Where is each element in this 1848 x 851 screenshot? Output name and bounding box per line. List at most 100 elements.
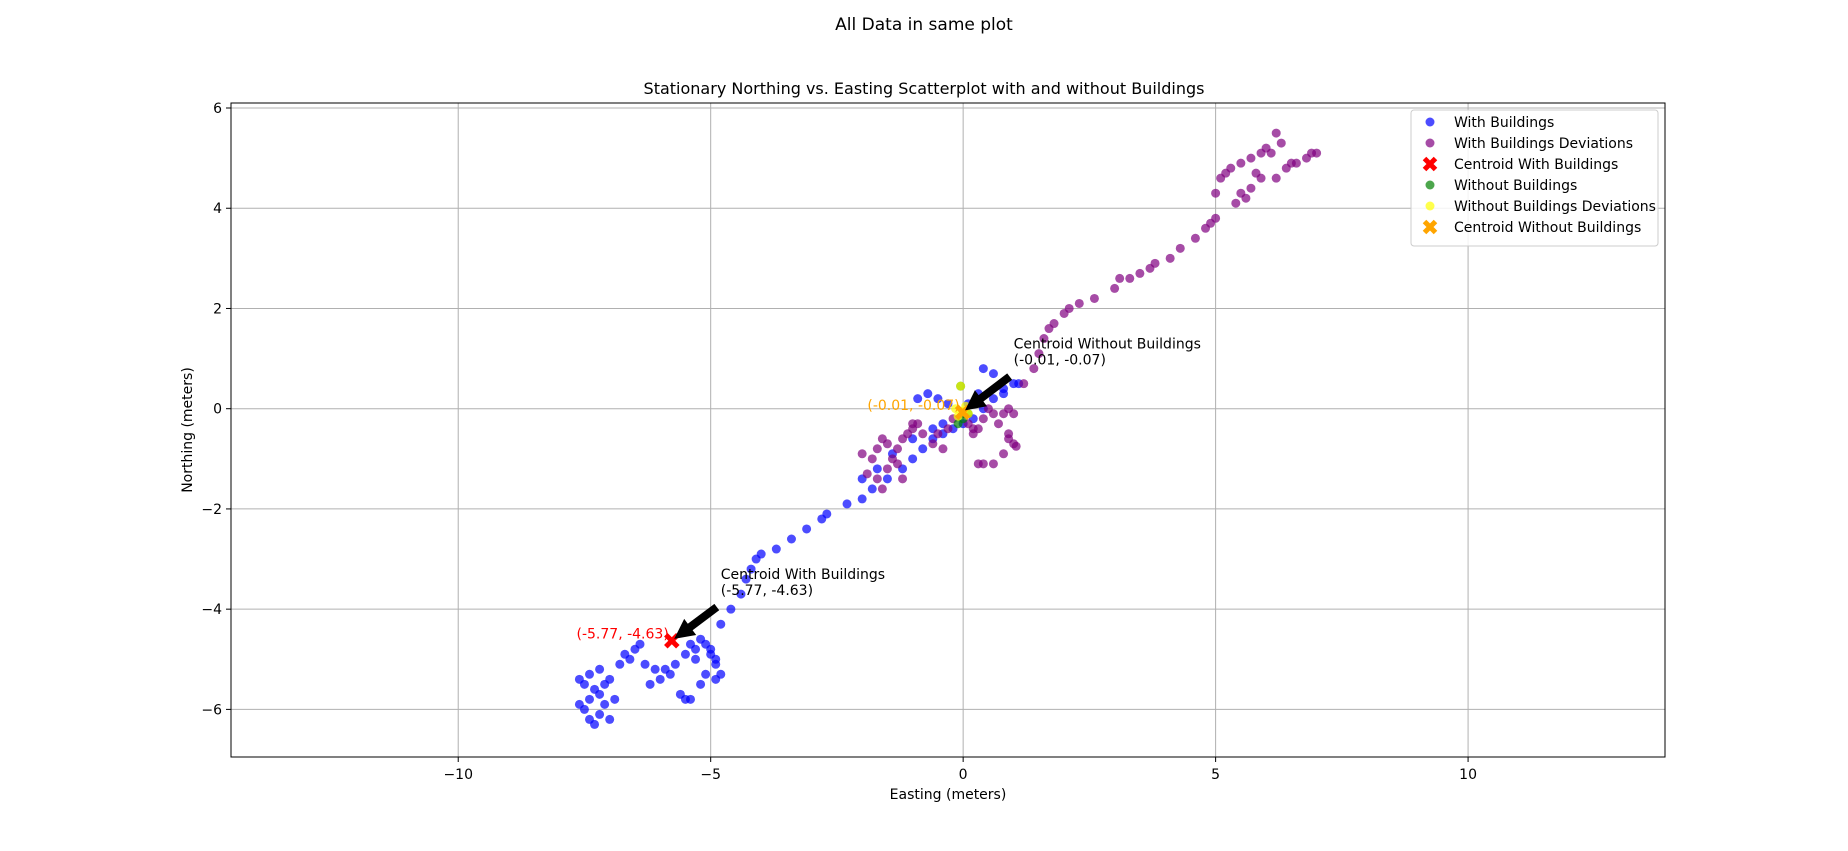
data-point — [877, 484, 887, 494]
data-point — [711, 654, 721, 664]
data-point — [913, 394, 923, 404]
y-tick-label: −2 — [201, 502, 222, 518]
x-tick-label: 5 — [1211, 767, 1220, 783]
data-point — [1246, 153, 1256, 163]
data-point — [867, 484, 877, 494]
data-point — [988, 459, 998, 469]
data-point — [893, 459, 903, 469]
data-point — [691, 644, 701, 654]
data-point — [993, 419, 1003, 429]
data-point — [1231, 198, 1241, 208]
legend-label: Without Buildings Deviations — [1454, 199, 1656, 215]
data-point — [1110, 283, 1120, 293]
data-point — [665, 669, 675, 679]
figure-suptitle: All Data in same plot — [835, 15, 1013, 35]
data-point — [1135, 268, 1145, 278]
data-point — [1019, 379, 1029, 389]
data-point — [1175, 243, 1185, 253]
annotation-title: Centroid Without Buildings — [1014, 337, 1201, 353]
annotations: (-5.77, -4.63)Centroid With Buildings(-5… — [577, 337, 1201, 649]
legend-box — [1410, 109, 1659, 247]
chart-title: Stationary Northing vs. Easting Scatterp… — [644, 79, 1205, 98]
data-point — [882, 464, 892, 474]
data-point — [968, 424, 978, 434]
data-point — [585, 669, 594, 679]
data-point — [680, 649, 690, 659]
data-point — [956, 381, 966, 391]
data-point — [1125, 273, 1135, 283]
legend-entry: Without Buildings Deviations — [1425, 199, 1656, 215]
data-point — [726, 604, 736, 614]
legend-label: With Buildings — [1454, 115, 1554, 131]
data-point — [1029, 364, 1039, 374]
data-point — [1089, 293, 1099, 303]
data-point — [595, 664, 605, 674]
y-tick-label: 0 — [213, 402, 222, 418]
x-axis-label: Easting (meters) — [890, 787, 1007, 803]
data-point — [579, 704, 589, 714]
data-point — [736, 589, 746, 599]
data-point — [701, 669, 711, 679]
data-point — [1039, 334, 1049, 344]
data-point — [1271, 128, 1281, 138]
x-tick-label: 10 — [1459, 767, 1477, 783]
legend-entry: With Buildings — [1425, 115, 1554, 131]
x-tick-label: 0 — [959, 767, 968, 783]
y-tick-label: 4 — [213, 201, 222, 217]
data-point — [1256, 173, 1266, 183]
data-point — [595, 689, 605, 699]
data-point — [943, 399, 953, 409]
data-point — [1074, 298, 1084, 308]
data-point — [645, 679, 655, 689]
data-point — [1190, 233, 1200, 243]
axis-ticks: −10 −5 0 5 10 −6 −4 −2 0 2 4 6 — [201, 101, 1477, 783]
y-tick-label: 2 — [213, 301, 222, 317]
data-point — [933, 429, 943, 439]
data-point — [918, 429, 928, 439]
legend-entry: Without Buildings — [1425, 178, 1577, 194]
centroid-value-label: (-5.77, -4.63) — [577, 627, 669, 643]
annotation-coordinates: (-5.77, -4.63) — [721, 583, 813, 599]
plot-frame — [230, 102, 1666, 758]
data-point — [696, 679, 706, 689]
legend-marker — [1425, 201, 1435, 211]
data-point — [988, 369, 998, 379]
data-point — [928, 439, 938, 449]
data-point — [882, 474, 892, 484]
data-point — [771, 544, 781, 554]
data-point — [1004, 434, 1014, 444]
legend: With Buildings With Buildings Deviations C… — [1410, 109, 1659, 247]
legend-entry: Centroid With Buildings — [1422, 156, 1618, 173]
data-point — [585, 714, 594, 724]
data-point — [1211, 213, 1221, 223]
data-point — [746, 564, 756, 574]
data-point — [1246, 183, 1256, 193]
data-point — [1211, 188, 1221, 198]
data-point — [999, 449, 1009, 459]
series-1 — [857, 128, 1322, 494]
data-point — [1150, 258, 1160, 268]
data-point — [988, 409, 998, 419]
annotation-arrow — [674, 603, 720, 639]
data-point — [716, 619, 726, 629]
legend-label: With Buildings Deviations — [1454, 136, 1633, 152]
legend-marker — [1422, 156, 1438, 172]
data-point — [1226, 163, 1236, 173]
data-point — [670, 659, 680, 669]
annotation-arrow — [965, 373, 1013, 411]
data-point — [872, 474, 882, 484]
legend-marker — [1422, 219, 1438, 235]
x-tick-label: −10 — [443, 767, 473, 783]
data-point — [943, 424, 953, 434]
data-point — [918, 444, 928, 454]
data-point — [635, 639, 645, 649]
data-point — [988, 394, 998, 404]
data-point — [574, 674, 584, 684]
data-point — [1011, 441, 1021, 451]
data-point — [741, 574, 751, 584]
annotation-title: Centroid With Buildings — [721, 567, 885, 583]
data-point — [1241, 193, 1251, 203]
annotation-coordinates: (-0.01, -0.07) — [1014, 353, 1106, 369]
data-point — [1276, 138, 1286, 148]
